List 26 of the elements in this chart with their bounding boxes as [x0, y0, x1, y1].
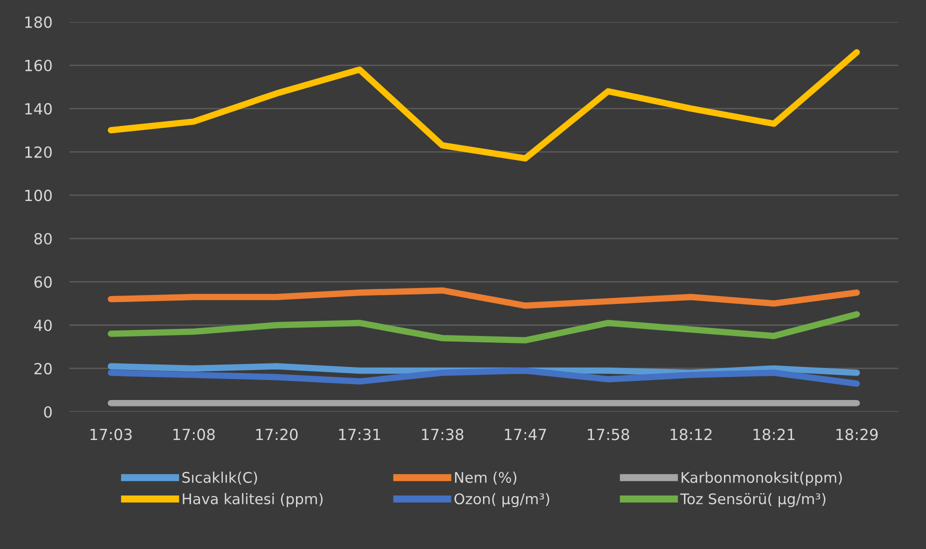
y-tick-label: 40 [34, 320, 52, 332]
y-tick-label: 140 [25, 103, 52, 115]
legend-label: Nem (%) [455, 472, 516, 485]
x-tick-label: 17:47 [504, 428, 546, 440]
y-tick-label: 160 [25, 60, 52, 72]
y-tick-label: 0 [44, 406, 52, 418]
y-tick-label: 60 [34, 276, 52, 288]
x-tick-label: 17:58 [588, 428, 630, 440]
y-tick-label: 180 [25, 16, 52, 28]
legend-label: Sıcaklık(C) [182, 472, 257, 485]
x-tick-label: 18:29 [836, 428, 878, 440]
y-tick-label: 120 [25, 146, 52, 158]
x-tick-label: 17:38 [422, 428, 464, 440]
x-tick-label: 18:21 [754, 428, 795, 440]
legend-label: Ozon( µg/m³) [454, 493, 550, 508]
x-tick-label: 18:12 [670, 428, 712, 440]
x-tick-label: 17:31 [339, 428, 380, 440]
y-tick-label: 100 [25, 190, 52, 202]
y-tick-label: 80 [34, 232, 52, 245]
x-tick-label: 17:20 [256, 428, 298, 440]
legend-label: Hava kalitesi (ppm) [182, 493, 323, 508]
x-tick-label: 17:08 [173, 428, 215, 440]
x-tick-label: 17:03 [90, 428, 132, 440]
legend-label: Karbonmonoksit(ppm) [682, 472, 842, 486]
y-tick-label: 20 [34, 362, 52, 374]
legend-label: Toz Sensörü( µg/m³) [680, 493, 826, 508]
